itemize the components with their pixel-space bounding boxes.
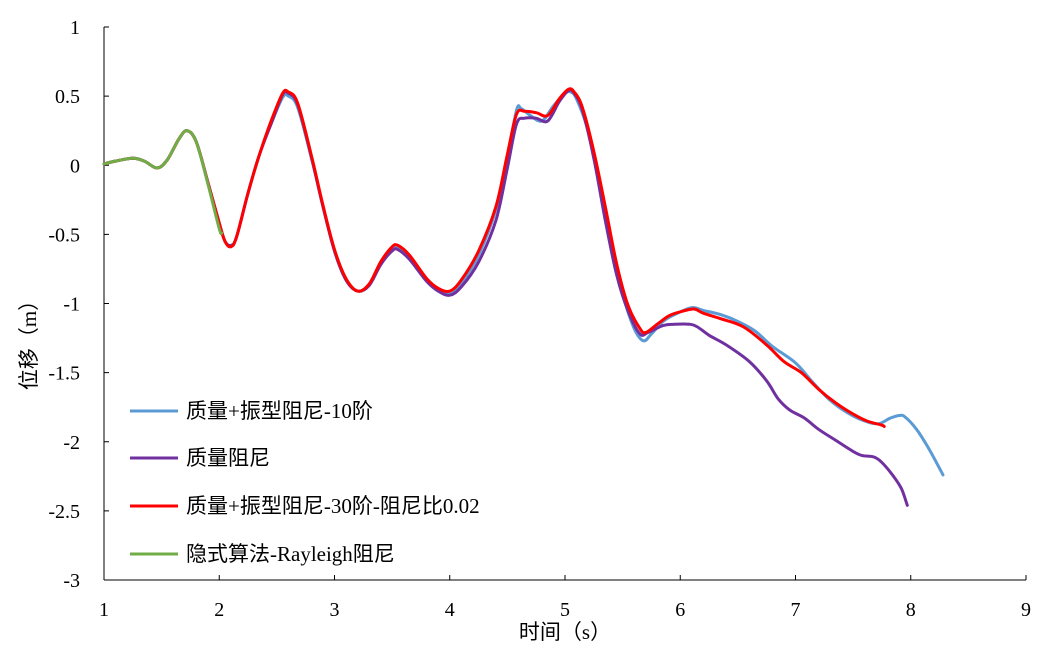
x-tick-label: 6 (675, 599, 685, 621)
x-tick-label: 8 (906, 599, 916, 621)
x-tick-label: 5 (560, 599, 570, 621)
x-tick-label: 7 (791, 599, 801, 621)
y-tick-label: -1.5 (48, 363, 80, 385)
legend-label: 隐式算法-Rayleigh阻尼 (186, 542, 395, 566)
y-tick-label: -2 (63, 432, 80, 454)
y-tick-label: -2.5 (48, 501, 80, 523)
x-axis-ticks: 1 2 3 4 5 6 7 8 9 (99, 575, 1031, 621)
x-tick-label: 3 (330, 599, 340, 621)
y-axis-title: 位移（m） (17, 290, 41, 390)
legend-label: 质量+振型阻尼-10阶 (186, 399, 373, 423)
x-tick-label: 2 (214, 599, 224, 621)
x-axis-title: 时间（s） (519, 620, 611, 644)
series-line-implicit-rayleigh (102, 129, 224, 236)
series-lines (102, 87, 945, 507)
x-tick-label: 4 (445, 599, 455, 621)
y-tick-label: -1 (63, 294, 80, 316)
series-line-mass (102, 88, 909, 507)
y-axis-ticks: 1 0.5 0 -0.5 -1 -1.5 -2 -2.5 -3 (48, 17, 109, 592)
y-tick-label: -0.5 (48, 224, 80, 246)
x-tick-label: 1 (99, 599, 109, 621)
series-line-mass-modal-30 (102, 87, 886, 428)
y-tick-label: 0 (70, 155, 80, 177)
x-tick-label: 9 (1021, 599, 1031, 621)
y-tick-label: 0.5 (55, 86, 80, 108)
y-tick-label: 1 (70, 17, 80, 39)
legend-label: 质量+振型阻尼-30阶-阻尼比0.02 (186, 494, 480, 518)
legend-label: 质量阻尼 (186, 446, 270, 470)
y-tick-label: -3 (63, 570, 80, 592)
